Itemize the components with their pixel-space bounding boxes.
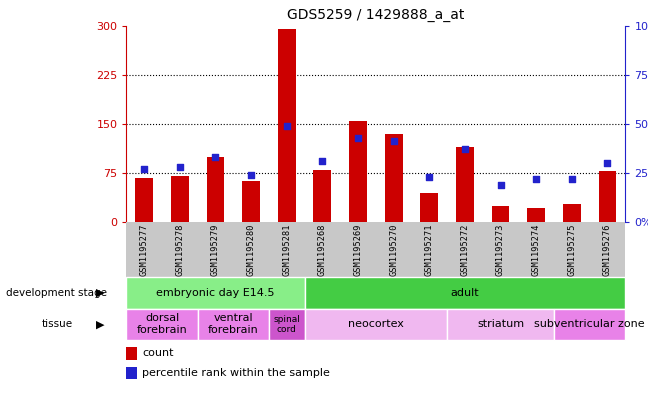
Bar	[305, 309, 447, 340]
Bar	[278, 29, 295, 222]
Text: ventral
forebrain: ventral forebrain	[208, 314, 259, 335]
Bar	[135, 178, 153, 222]
Text: embryonic day E14.5: embryonic day E14.5	[156, 288, 275, 298]
Text: ▶: ▶	[96, 288, 105, 298]
Bar	[456, 147, 474, 222]
Text: tissue: tissue	[42, 319, 73, 329]
Bar	[447, 309, 554, 340]
Bar	[269, 309, 305, 340]
Text: GSM1195273: GSM1195273	[496, 224, 505, 276]
Text: GSM1195280: GSM1195280	[247, 224, 255, 276]
Point	[424, 174, 434, 180]
Text: ▶: ▶	[96, 319, 105, 329]
Text: spinal
cord: spinal cord	[273, 314, 300, 334]
Text: GSM1195275: GSM1195275	[568, 224, 576, 276]
Bar	[126, 347, 137, 360]
Bar	[349, 121, 367, 222]
Bar	[492, 206, 509, 222]
Point	[459, 146, 470, 152]
Text: neocortex: neocortex	[348, 319, 404, 329]
Text: GSM1195269: GSM1195269	[354, 224, 362, 276]
Point	[174, 164, 185, 170]
Text: GSM1195281: GSM1195281	[283, 224, 291, 276]
Text: dorsal
forebrain: dorsal forebrain	[137, 314, 187, 335]
Text: GSM1195271: GSM1195271	[425, 224, 434, 276]
Text: GSM1195276: GSM1195276	[603, 224, 612, 276]
Point	[353, 134, 363, 141]
Bar	[171, 176, 189, 222]
Point	[566, 176, 577, 182]
Text: GSM1195270: GSM1195270	[389, 224, 398, 276]
Point	[246, 172, 256, 178]
Point	[602, 160, 612, 166]
Text: percentile rank within the sample: percentile rank within the sample	[143, 368, 330, 378]
Text: GSM1195272: GSM1195272	[461, 224, 469, 276]
Bar	[126, 309, 198, 340]
Bar	[314, 170, 331, 222]
Point	[531, 176, 541, 182]
Point	[495, 182, 505, 188]
Text: GSM1195274: GSM1195274	[532, 224, 540, 276]
Text: GSM1195279: GSM1195279	[211, 224, 220, 276]
Point	[139, 166, 149, 172]
Bar	[305, 277, 625, 309]
Bar	[421, 193, 438, 222]
Bar	[563, 204, 581, 222]
Text: GSM1195278: GSM1195278	[176, 224, 184, 276]
Text: striatum: striatum	[477, 319, 524, 329]
Bar	[126, 277, 305, 309]
Text: adult: adult	[450, 288, 480, 298]
Text: development stage: development stage	[6, 288, 108, 298]
Bar	[385, 134, 402, 222]
Bar	[527, 208, 545, 222]
Point	[317, 158, 327, 164]
Bar	[242, 182, 260, 222]
Bar	[554, 309, 625, 340]
Bar	[599, 171, 616, 222]
Bar	[207, 156, 224, 222]
Text: count: count	[143, 348, 174, 358]
Point	[210, 154, 220, 160]
Text: subventricular zone: subventricular zone	[535, 319, 645, 329]
Bar	[126, 367, 137, 379]
Point	[388, 138, 399, 145]
Point	[281, 123, 292, 129]
Bar	[198, 309, 269, 340]
Text: GSM1195277: GSM1195277	[140, 224, 148, 276]
Title: GDS5259 / 1429888_a_at: GDS5259 / 1429888_a_at	[287, 8, 465, 22]
Text: GSM1195268: GSM1195268	[318, 224, 327, 276]
